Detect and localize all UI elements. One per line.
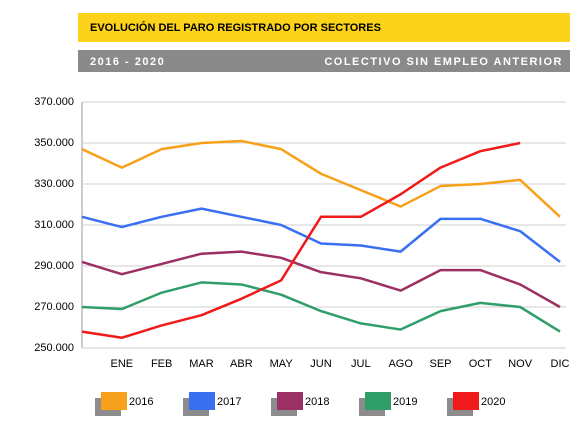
chart-title: EVOLUCIÓN DEL PARO REGISTRADO POR SECTOR…: [90, 21, 381, 34]
subtitle: 2016 - 2020: [90, 56, 165, 68]
x-tick-label: FEB: [151, 358, 172, 370]
legend-swatch: [277, 392, 303, 410]
legend-swatch: [453, 392, 479, 410]
line-series: [81, 139, 561, 218]
title-banner: [78, 13, 570, 42]
y-tick-label: 290.000: [34, 260, 74, 272]
line-series: [81, 141, 521, 339]
x-tick-label: AGO: [388, 358, 413, 370]
x-tick-label: NOV: [508, 358, 533, 370]
legend-label: 2020: [481, 396, 505, 408]
x-tick-label: JUN: [310, 358, 331, 370]
y-tick-label: 270.000: [34, 301, 74, 313]
y-tick-label: 370.000: [34, 96, 74, 108]
subtitle-banner: [78, 50, 570, 72]
x-tick-label: DIC: [551, 358, 570, 370]
x-tick-label: ENE: [111, 358, 134, 370]
y-tick-label: 350.000: [34, 137, 74, 149]
x-tick-label: SEP: [429, 358, 451, 370]
x-tick-label: MAY: [270, 358, 294, 370]
x-tick-label: OCT: [469, 358, 493, 370]
y-tick-label: 250.000: [34, 342, 74, 354]
legend-swatch: [189, 392, 215, 410]
legend-swatch: [101, 392, 127, 410]
legend-label: 2016: [129, 396, 153, 408]
legend-label: 2018: [305, 396, 329, 408]
y-tick-label: 330.000: [34, 178, 74, 190]
legend-label: 2017: [217, 396, 241, 408]
line-series: [81, 250, 561, 309]
x-tick-label: MAR: [189, 358, 214, 370]
x-tick-label: ABR: [230, 358, 253, 370]
y-tick-label: 310.000: [34, 219, 74, 231]
line-series: [81, 207, 561, 263]
line-series: [81, 281, 561, 333]
annotation: COLECTIVO SIN EMPLEO ANTERIOR: [324, 56, 563, 68]
legend-label: 2019: [393, 396, 417, 408]
legend-swatch: [365, 392, 391, 410]
x-tick-label: JUL: [351, 358, 371, 370]
